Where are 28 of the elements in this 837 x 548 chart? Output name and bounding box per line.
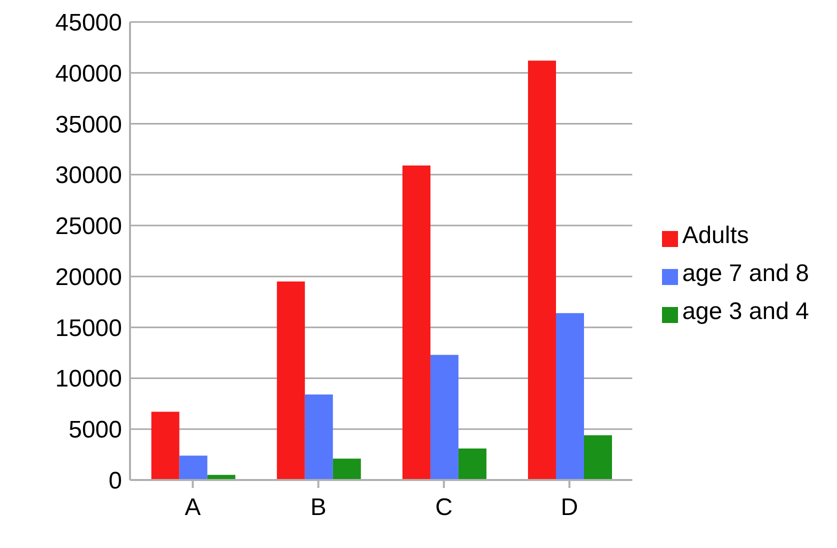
y-tick-label: 40000 [55,60,122,88]
bar [179,456,208,480]
x-tick-label: B [310,494,326,522]
y-tick-label: 10000 [55,366,122,393]
legend-label: age 3 and 4 [682,298,809,325]
bar [584,435,612,480]
y-tick-label: 0 [108,468,122,495]
y-tick-label: 15000 [55,314,122,342]
y-tick-label: 30000 [55,162,122,190]
x-tick-label: C [435,494,453,522]
x-tick-label: A [184,494,201,522]
bar [332,458,361,480]
bar [458,448,486,480]
bar [528,60,556,480]
bar [402,166,430,480]
y-tick-label: 25000 [55,213,122,240]
legend-label: Adults [682,222,749,249]
bar [276,282,305,480]
legend-label: age 7 and 8 [682,260,809,287]
y-tick-label: 5000 [68,416,122,444]
y-tick-label: 20000 [55,264,122,291]
bar [430,354,458,480]
y-tick-label: 35000 [55,111,122,138]
y-tick-label: 45000 [55,10,122,37]
bar [304,394,333,480]
bar [151,412,180,480]
x-tick-label: D [560,494,578,522]
bar [556,313,584,480]
